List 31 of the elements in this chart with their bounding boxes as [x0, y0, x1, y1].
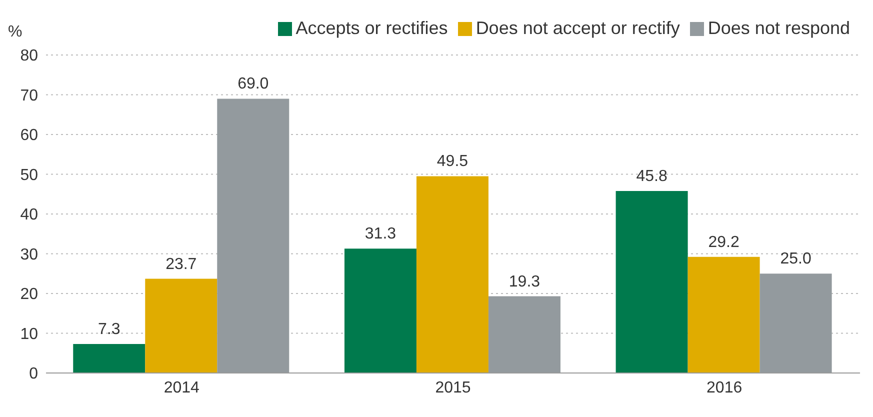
x-tick-label: 2015: [435, 379, 471, 396]
bar: [344, 248, 416, 373]
y-tick-label: 20: [20, 286, 38, 304]
y-tick-label: 70: [20, 87, 38, 104]
data-label: 29.2: [708, 234, 740, 251]
data-label: 31.3: [364, 226, 396, 243]
data-label: 23.7: [166, 256, 197, 273]
y-axis-title: %: [8, 23, 22, 40]
bar: [688, 256, 760, 373]
y-tick-label: 30: [20, 246, 38, 264]
x-tick-label: 2016: [706, 379, 742, 396]
legend-label: Does not accept or rectify: [476, 18, 680, 38]
y-tick-label: 0: [29, 366, 38, 383]
bar: [616, 190, 688, 373]
x-tick-label: 2014: [164, 379, 200, 396]
bar: [145, 278, 218, 373]
bar: [73, 344, 146, 373]
data-label: 45.8: [636, 168, 668, 185]
y-tick-label: 50: [20, 166, 38, 184]
data-label: 69.0: [238, 76, 269, 93]
data-label: 7.3: [98, 320, 120, 338]
y-tick-label: 40: [20, 206, 38, 224]
y-tick-label: 10: [20, 326, 38, 343]
bar: [416, 176, 488, 373]
legend-label: Does not respond: [708, 18, 850, 38]
y-tick-label: 60: [20, 127, 38, 144]
y-tick-label: 80: [20, 48, 38, 65]
data-label: 49.5: [436, 153, 468, 170]
data-label: 19.3: [508, 273, 540, 290]
data-label: 25.0: [780, 250, 812, 268]
legend-label: Accepts or rectifies: [296, 18, 448, 38]
